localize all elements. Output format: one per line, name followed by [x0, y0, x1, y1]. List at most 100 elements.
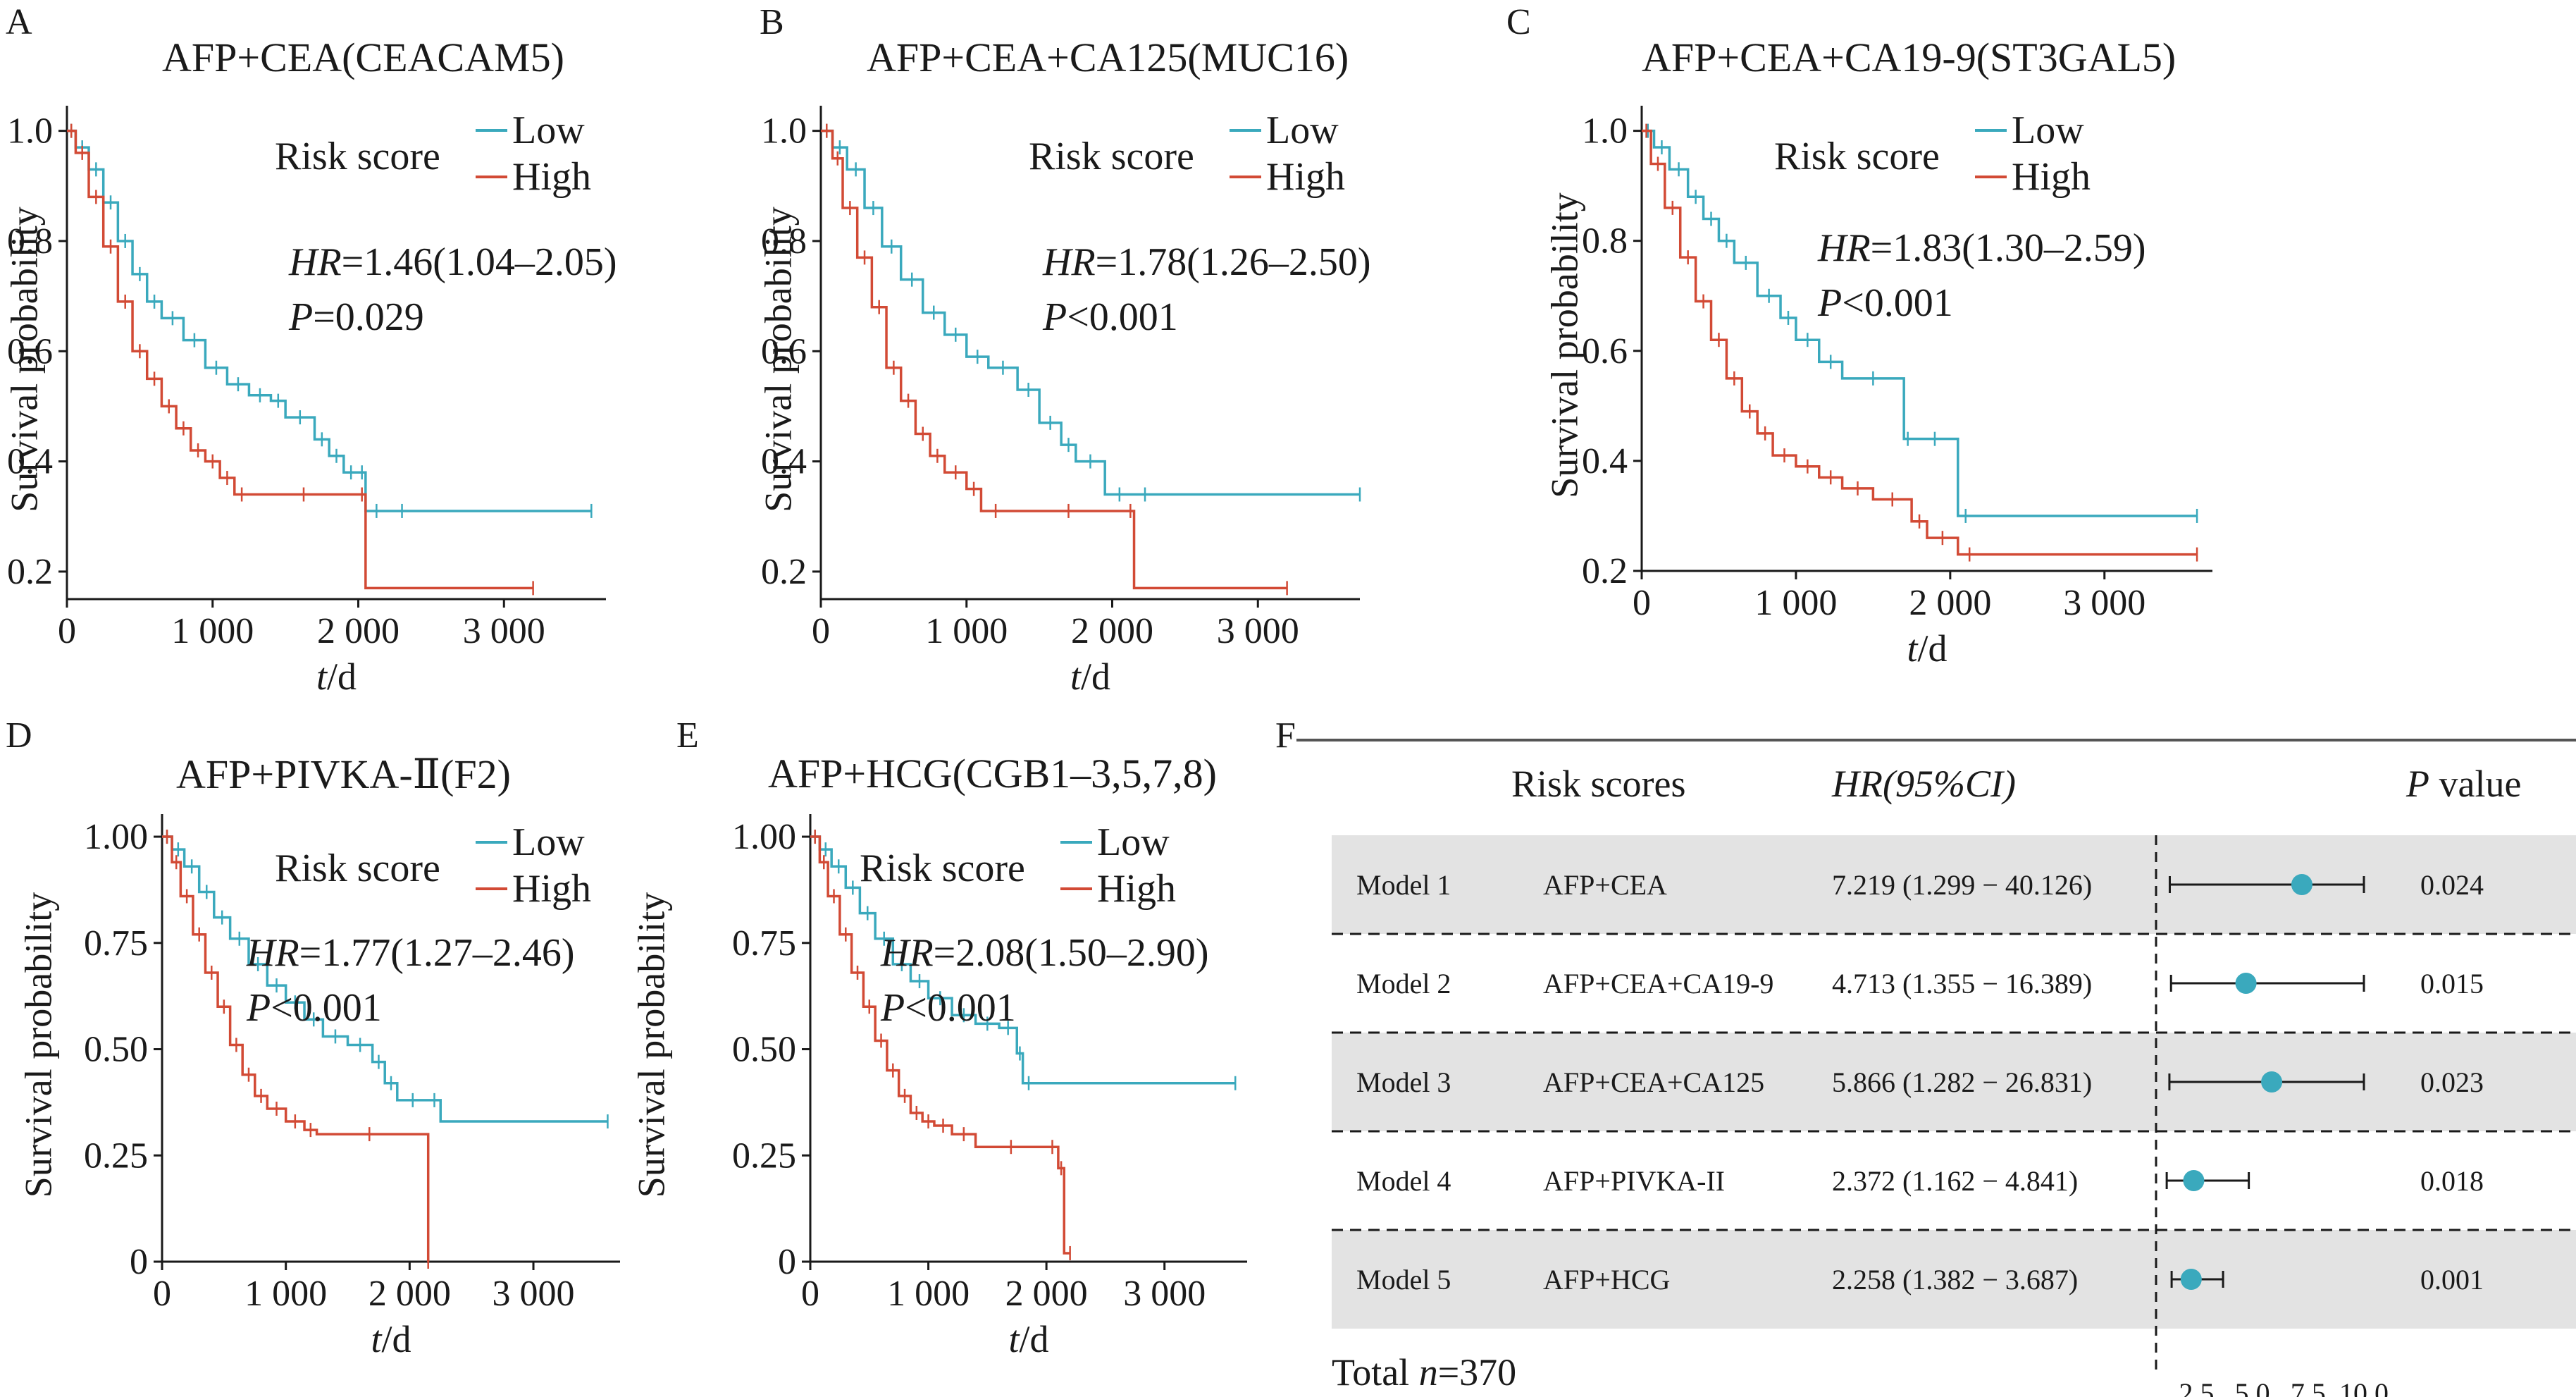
hazard-ratio: HR=1.77(1.27–2.46) — [246, 931, 575, 975]
hr-point — [2261, 1071, 2283, 1093]
row-shade — [1332, 835, 2576, 934]
km-plot-a: 1.0 0.8 0.6 0.4 0.20 1 000 2 000 3 000 t/d Surviv… — [3, 106, 617, 698]
x-tick-label: 3 000 — [1217, 611, 1299, 651]
p-value-cell: 0.024 — [2420, 869, 2484, 901]
y-tick-label: 0.8 — [1582, 221, 1628, 261]
km-curve-high — [162, 835, 430, 1262]
y-tick-label: 0.4 — [7, 442, 53, 482]
legend-title: Risk score — [1029, 135, 1194, 178]
chart-title: AFP+PIVKA-Ⅱ(F2) — [176, 751, 511, 797]
km-curve-high — [810, 835, 1070, 1255]
x-axis-label: t/d — [371, 1318, 411, 1360]
y-tick-label: 1.00 — [84, 817, 148, 857]
km-plot-c: 1.0 0.8 0.6 0.4 0.20 1 000 2 000 3 000 t/d Surviv… — [1543, 106, 2212, 670]
risk-score-name: AFP+CEA+CA125 — [1543, 1066, 1764, 1098]
legend-label-low: Low — [512, 109, 585, 152]
p-value-cell: 0.023 — [2420, 1066, 2484, 1098]
legend-label-low: Low — [512, 820, 585, 864]
forest-panel-f: F Risk scores HR(95%CI) P value Model 1 AFP+… — [1275, 705, 2576, 1397]
y-axis-label: Survival probability — [630, 892, 672, 1198]
hr-point — [2291, 874, 2312, 895]
model-name: Model 4 — [1356, 1165, 1451, 1197]
forest-x-tick-label: 7.5 — [2291, 1377, 2326, 1397]
y-tick-label: 0.6 — [1582, 331, 1628, 371]
forest-x-tick-label: 10.0 — [2339, 1377, 2389, 1397]
y-tick-label: 0.4 — [761, 442, 807, 482]
km-plot-b: 1.0 0.8 0.6 0.4 0.20 1 000 2 000 3 000 t/d Surviv… — [757, 106, 1371, 698]
y-tick-label: 0.2 — [1582, 551, 1628, 591]
p-value: P<0.001 — [1042, 295, 1178, 339]
x-axis-label: t/d — [316, 656, 357, 698]
y-tick-label: 0.6 — [761, 331, 807, 371]
x-tick-label: 2 000 — [1005, 1274, 1088, 1314]
x-axis-label: t/d — [1907, 627, 1947, 670]
x-tick-label: 0 — [1633, 583, 1651, 623]
legend-title: Risk score — [275, 847, 440, 890]
y-tick-label: 0.50 — [732, 1030, 796, 1070]
x-tick-label: 1 000 — [925, 611, 1008, 651]
hr-point — [2235, 973, 2257, 994]
hazard-ratio: HR=1.83(1.30–2.59) — [1817, 226, 2146, 270]
header-risk-scores: Risk scores — [1511, 763, 1685, 805]
risk-score-name: AFP+PIVKA-II — [1543, 1165, 1725, 1197]
forest-x-tick-label: 5.0 — [2235, 1377, 2270, 1397]
p-value: P=0.029 — [288, 295, 424, 339]
y-tick-label: 0.25 — [84, 1136, 148, 1176]
hr-ci-text: 7.219 (1.299 − 40.126) — [1832, 869, 2092, 901]
risk-score-name: AFP+HCG — [1543, 1264, 1670, 1296]
km-plot-d: 1.00 0.75 0.50 0.25 00 1 000 2 000 3 000 t/d Surv… — [17, 814, 620, 1360]
y-axis-label: Survival probability — [3, 207, 45, 512]
risk-score-name: AFP+CEA+CA19-9 — [1543, 968, 1773, 999]
chart-title: AFP+HCG(CGB1–3,5,7,8) — [768, 751, 1217, 796]
p-value-cell: 0.018 — [2420, 1165, 2484, 1197]
km-panel-b: B AFP+CEA+CA125(MUC16) 1.0 0.8 0.6 0.4 0.2 0 1… — [754, 0, 1430, 698]
y-tick-label: 0.8 — [7, 221, 53, 261]
row-shade — [1332, 1033, 2576, 1131]
total-n: Total n=370 — [1332, 1351, 1516, 1393]
x-tick-label: 1 000 — [1754, 583, 1837, 623]
x-tick-label: 3 000 — [2063, 583, 2145, 623]
x-tick-label: 3 000 — [1123, 1274, 1206, 1314]
header-hr: HR(95%CI) — [1831, 763, 2016, 805]
p-value: P<0.001 — [246, 986, 382, 1030]
y-tick-label: 0.6 — [7, 331, 53, 371]
km-curve-low — [810, 835, 1236, 1085]
model-name: Model 2 — [1356, 968, 1451, 999]
forest-plot: Risk scores HR(95%CI) P value Model 1 AFP+CE… — [1296, 739, 2576, 1397]
km-curve-high — [821, 129, 1287, 590]
header-p-value: P value — [2405, 763, 2521, 805]
chart-title: AFP+CEA+CA19-9(ST3GAL5) — [1642, 35, 2176, 80]
y-tick-label: 1.00 — [732, 817, 796, 857]
y-tick-label: 1.0 — [7, 111, 53, 152]
km-panel-a: A AFP+CEA(CEACAM5) 1.0 0.8 0.6 0.4 0.2 0 1 000… — [0, 0, 676, 698]
chart-title: AFP+CEA(CEACAM5) — [162, 35, 564, 80]
x-tick-label: 3 000 — [463, 611, 545, 651]
legend-label-high: High — [1266, 155, 1345, 199]
chart-title: AFP+CEA+CA125(MUC16) — [867, 35, 1349, 80]
x-tick-label: 1 000 — [171, 611, 254, 651]
p-value-cell: 0.015 — [2420, 968, 2484, 999]
forest-x-tick-label: 2.5 — [2179, 1377, 2215, 1397]
legend-label-high: High — [512, 867, 591, 911]
y-tick-label: 1.0 — [761, 111, 807, 152]
model-name: Model 1 — [1356, 869, 1451, 901]
y-tick-label: 1.0 — [1582, 111, 1628, 152]
km-panel-d: D AFP+PIVKA-Ⅱ(F2) 1.00 0.75 0.50 0.25 0 0 1 00… — [0, 705, 648, 1397]
y-tick-label: 0.25 — [732, 1136, 796, 1176]
x-tick-label: 2 000 — [317, 611, 400, 651]
y-tick-label: 0 — [778, 1242, 796, 1282]
legend-title: Risk score — [1774, 135, 1940, 178]
legend-label-low: Low — [1266, 109, 1339, 152]
legend-label-low: Low — [2012, 109, 2084, 152]
x-tick-label: 2 000 — [1909, 583, 1991, 623]
y-axis-label: Survival probability — [1543, 192, 1585, 498]
y-tick-label: 0.75 — [84, 923, 148, 964]
x-tick-label: 0 — [153, 1274, 171, 1314]
panel-label: B — [760, 2, 784, 42]
hazard-ratio: HR=2.08(1.50–2.90) — [880, 931, 1209, 975]
hazard-ratio: HR=1.46(1.04–2.05) — [288, 240, 617, 284]
p-value: P<0.001 — [880, 986, 1016, 1030]
legend-label-low: Low — [1097, 820, 1170, 864]
x-tick-label: 3 000 — [493, 1274, 575, 1314]
y-axis-label: Survival probability — [17, 892, 59, 1198]
